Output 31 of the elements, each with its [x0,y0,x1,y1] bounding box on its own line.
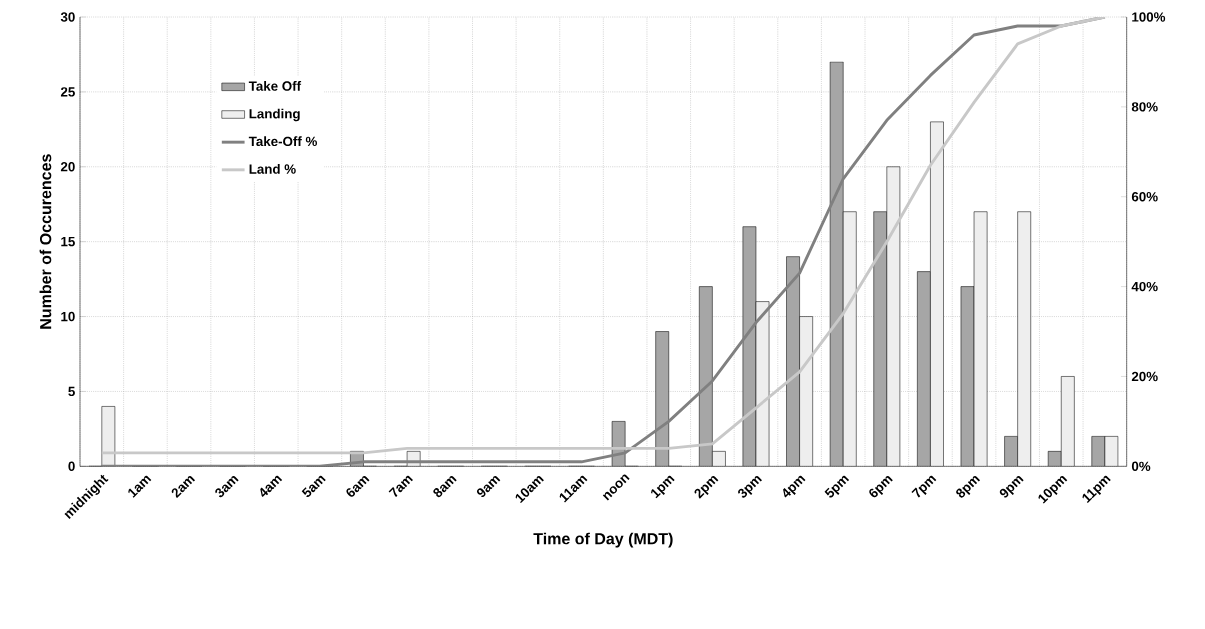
x-tick-label: 9pm [999,475,1024,498]
y2-tick-label: 20% [1131,371,1158,382]
y-tick-label: 0 [68,461,75,472]
x-tick-label: 3pm [738,475,762,498]
legend-label: Landing [249,108,300,122]
y2-tick-label: 100% [1132,12,1166,22]
x-tick-label: 7am [388,475,413,498]
x-tick-label: 6pm [869,475,893,498]
y-tick-label: 10 [61,311,75,322]
x-tick-label: 8am [433,475,457,498]
x-axis-title: Time of Day (MDT) [533,532,673,548]
x-tick-label: 5am [301,475,326,498]
y2-tick-label: 40% [1131,281,1158,292]
y-tick-label: 5 [68,386,75,397]
y2-tick-label: 60% [1131,192,1158,202]
x-tick-label: 8pm [956,475,981,498]
x-tick-label: 3am [215,475,239,498]
y-tick-label: 30 [60,12,75,22]
x-tick-label: 4am [260,475,283,497]
legend-label: Take Off [248,81,302,91]
y2-tick-label: 0% [1131,461,1151,472]
legend-label: Land % [249,164,296,174]
legend-label: Take-Off % [248,136,317,147]
y-axis-title: Number of Occurences [39,154,52,329]
y2-tick-label: 80% [1131,102,1158,112]
y-tick-label: 15 [61,237,75,247]
x-tick-label: 6am [346,475,370,497]
x-tick-label: 9am [476,475,501,498]
x-tick-label: 2am [171,475,196,499]
y-tick-label: 20 [60,162,75,172]
y-tick-label: 25 [60,87,75,97]
